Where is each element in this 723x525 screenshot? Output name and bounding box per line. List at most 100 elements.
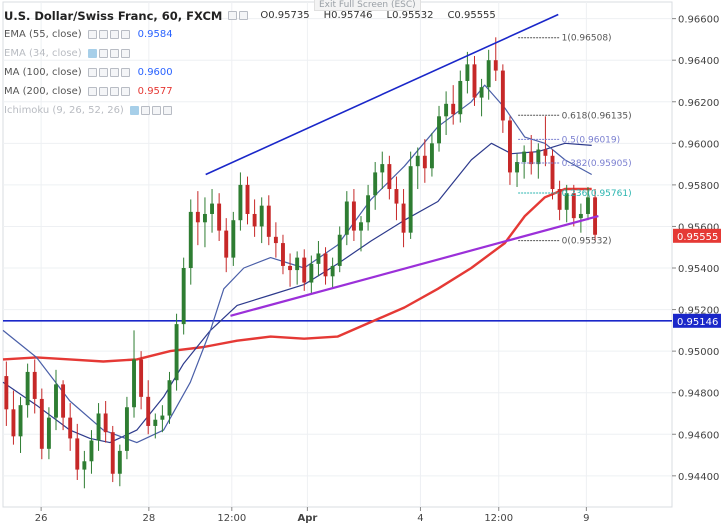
settings-icon[interactable] <box>98 68 108 77</box>
eye-icon[interactable] <box>87 87 97 96</box>
indicator-name: EMA (55, close) <box>4 29 82 40</box>
candle-body <box>507 120 512 173</box>
candle-body <box>89 440 94 462</box>
grid <box>2 1 673 508</box>
settings-icon[interactable] <box>98 49 108 58</box>
eye-icon[interactable] <box>87 68 97 77</box>
more-icon[interactable] <box>120 30 130 39</box>
candle-body <box>202 213 207 223</box>
candle-body <box>408 166 413 233</box>
candle-body <box>586 197 590 214</box>
candle-body <box>387 164 392 190</box>
candle-body <box>366 195 371 223</box>
candle-body <box>174 324 179 381</box>
candle-body <box>479 87 484 98</box>
y-tick-label: 0.96200 <box>678 98 719 109</box>
price-label: 0.95555 <box>677 232 718 243</box>
candle-body <box>543 149 548 156</box>
copy-icon[interactable] <box>151 106 161 115</box>
settings-icon[interactable] <box>98 30 108 39</box>
copy-icon[interactable] <box>109 68 119 77</box>
eye-icon[interactable] <box>129 106 139 115</box>
indicator-name: Ichimoku (9, 26, 52, 26) <box>4 105 124 116</box>
candle-body <box>359 222 363 231</box>
candle-body <box>529 151 534 165</box>
y-tick-label: 0.95000 <box>678 347 719 358</box>
candle-body <box>451 103 456 115</box>
eye-icon[interactable] <box>87 49 97 58</box>
symbol-title: U.S. Dollar/Swiss Franc, 60, FXCM <box>4 8 223 23</box>
y-tick-label: 0.94600 <box>678 430 719 441</box>
candle-body <box>75 438 80 470</box>
ohlc-key: O <box>260 10 269 21</box>
more-icon[interactable] <box>120 49 130 58</box>
candle-body <box>25 371 30 406</box>
price-label: 0.95146 <box>677 317 718 328</box>
settings-icon[interactable] <box>228 11 238 20</box>
price-label-box <box>673 228 721 243</box>
eye-icon[interactable] <box>87 30 97 39</box>
candle-body <box>344 201 349 235</box>
copy-icon[interactable] <box>109 49 119 58</box>
ohlc-key: H <box>323 10 332 21</box>
indicator-value: 0.9577 <box>137 86 173 97</box>
candle-body <box>394 189 399 204</box>
candle-body <box>550 155 555 190</box>
candle-body <box>309 263 314 283</box>
x-tick-label: 26 <box>35 513 48 524</box>
candle-body <box>486 60 491 88</box>
ohlc-value: 0.95735 <box>268 10 310 21</box>
candle-body <box>146 396 151 426</box>
x-tick-label: 12:00 <box>484 513 513 524</box>
y-tick-label: 0.95200 <box>678 306 719 317</box>
candle-body <box>124 407 129 451</box>
x-tick-label: 28 <box>142 513 155 524</box>
indicator-tools <box>87 49 130 58</box>
more-icon[interactable] <box>120 68 130 77</box>
candle-body <box>110 432 115 474</box>
candle-body <box>259 205 264 227</box>
candle-body <box>288 265 293 271</box>
lower-support-line <box>230 214 599 317</box>
legend: U.S. Dollar/Swiss Franc, 60, FXCM O0.957… <box>4 6 504 120</box>
candle-body <box>444 103 449 117</box>
settings-icon[interactable] <box>98 87 108 96</box>
y-tick-label: 0.96000 <box>678 139 719 150</box>
ohlc-key: L <box>386 10 393 21</box>
more-icon[interactable] <box>120 87 130 96</box>
indicator-value: 0.9600 <box>137 67 173 78</box>
indicator-row[interactable]: MA (200, close) 0.9577 <box>4 82 504 101</box>
candle-body <box>132 359 136 408</box>
indicator-row[interactable]: EMA (34, close) <box>4 44 504 63</box>
candles-layer <box>4 37 598 489</box>
indicator-row[interactable]: EMA (55, close) 0.9584 <box>4 25 504 44</box>
symbol-row: U.S. Dollar/Swiss Franc, 60, FXCM O0.957… <box>4 6 504 25</box>
indicator-row[interactable]: MA (100, close) 0.9600 <box>4 63 504 82</box>
indicator-name: MA (100, close) <box>4 67 82 78</box>
settings-icon[interactable] <box>140 106 150 115</box>
fib-level-label: 0.5(0.96019) <box>562 135 621 145</box>
trendline-layer <box>205 13 599 317</box>
candle-body <box>500 70 505 121</box>
candle-body <box>536 149 541 165</box>
candle-body <box>281 243 285 266</box>
fibonacci-layer: 1(0.96508) 0.618(0.96135) 0.5(0.96019) 0.38… <box>518 34 632 247</box>
candle-body <box>139 359 144 397</box>
copy-icon[interactable] <box>109 30 119 39</box>
candle-body <box>515 162 519 173</box>
y-tick-label: 0.94800 <box>678 389 719 400</box>
eye-icon[interactable] <box>239 11 249 20</box>
y-tick-label: 0.96400 <box>678 56 719 67</box>
indicator-row[interactable]: Ichimoku (9, 26, 52, 26) <box>4 101 504 120</box>
candle-body <box>302 257 307 283</box>
candle-body <box>458 80 463 115</box>
x-tick-label: 12:00 <box>217 513 246 524</box>
copy-icon[interactable] <box>109 87 119 96</box>
more-icon[interactable] <box>162 106 172 115</box>
exit-fullscreen-button[interactable]: Exit Full Screen (ESC) <box>314 0 421 11</box>
candle-body <box>231 220 236 258</box>
candle-body <box>351 201 356 231</box>
candle-body <box>564 193 569 210</box>
